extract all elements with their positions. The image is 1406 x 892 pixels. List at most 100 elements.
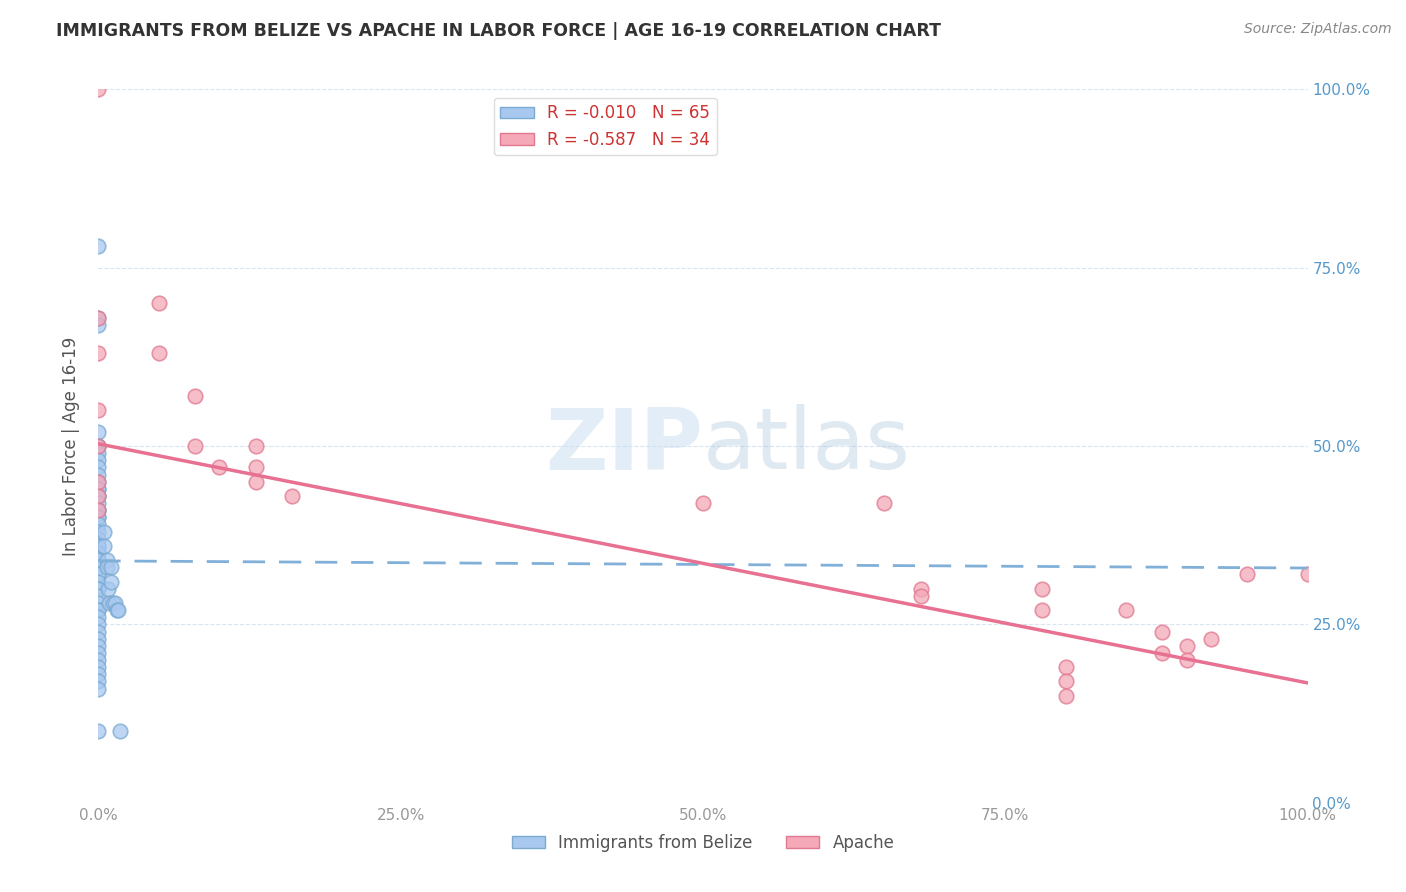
Point [87,496,110,510]
Point [1054,674,1077,689]
Text: Source: ZipAtlas.com: Source: ZipAtlas.com [1244,22,1392,37]
Point [87,475,110,489]
Point [100,574,122,589]
Point [910,582,932,596]
Point [1175,653,1198,667]
Point [1296,567,1319,582]
Point [87,681,110,696]
Point [87,674,110,689]
Point [87,425,110,439]
Point [87,567,110,582]
Point [105,603,128,617]
Point [87,239,110,253]
Point [87,482,110,496]
Point [87,453,110,467]
Point [87,446,110,460]
Point [87,660,110,674]
Point [87,503,110,517]
Point [1031,603,1053,617]
Point [208,460,231,475]
Point [87,403,110,417]
Point [87,318,110,332]
Point [873,496,896,510]
Point [87,524,110,539]
Point [184,439,207,453]
Point [87,539,110,553]
Text: IMMIGRANTS FROM BELIZE VS APACHE IN LABOR FORCE | AGE 16-19 CORRELATION CHART: IMMIGRANTS FROM BELIZE VS APACHE IN LABO… [56,22,941,40]
Point [87,646,110,660]
Point [87,310,110,325]
Point [1054,660,1077,674]
Point [87,310,110,325]
Point [87,582,110,596]
Point [1115,603,1137,617]
Point [87,596,110,610]
Point [87,724,110,739]
Point [87,560,110,574]
Point [87,574,110,589]
Point [1152,646,1174,660]
Point [87,589,110,603]
Point [87,639,110,653]
Point [245,439,267,453]
Point [245,460,267,475]
Point [97,582,120,596]
Point [245,475,267,489]
Point [87,553,110,567]
Point [87,667,110,681]
Point [98,596,121,610]
Point [1054,689,1077,703]
Text: atlas: atlas [703,404,911,488]
Point [910,589,932,603]
Point [87,653,110,667]
Point [1175,639,1198,653]
Point [87,489,110,503]
Point [148,296,170,310]
Point [87,539,110,553]
Point [93,539,115,553]
Point [104,596,127,610]
Point [1031,582,1053,596]
Point [87,439,110,453]
Point [87,553,110,567]
Point [148,346,170,360]
Point [87,624,110,639]
Point [108,724,131,739]
Point [93,524,115,539]
Point [107,603,129,617]
Point [87,482,110,496]
Point [87,475,110,489]
Point [87,532,110,546]
Point [281,489,304,503]
Point [87,439,110,453]
Legend: Immigrants from Belize, Apache: Immigrants from Belize, Apache [505,828,901,859]
Point [692,496,714,510]
Point [87,82,110,96]
Point [87,489,110,503]
Point [87,546,110,560]
Point [101,596,124,610]
Point [87,617,110,632]
Point [87,603,110,617]
Point [87,510,110,524]
Point [87,467,110,482]
Point [87,603,110,617]
Point [1236,567,1258,582]
Point [87,460,110,475]
Point [1152,624,1174,639]
Point [87,560,110,574]
Point [87,582,110,596]
Y-axis label: In Labor Force | Age 16-19: In Labor Force | Age 16-19 [62,336,80,556]
Text: ZIP: ZIP [546,404,703,488]
Point [87,510,110,524]
Point [87,546,110,560]
Point [100,560,122,574]
Point [87,503,110,517]
Point [87,346,110,360]
Point [87,632,110,646]
Point [87,503,110,517]
Point [184,389,207,403]
Point [96,560,118,574]
Point [87,610,110,624]
Point [87,489,110,503]
